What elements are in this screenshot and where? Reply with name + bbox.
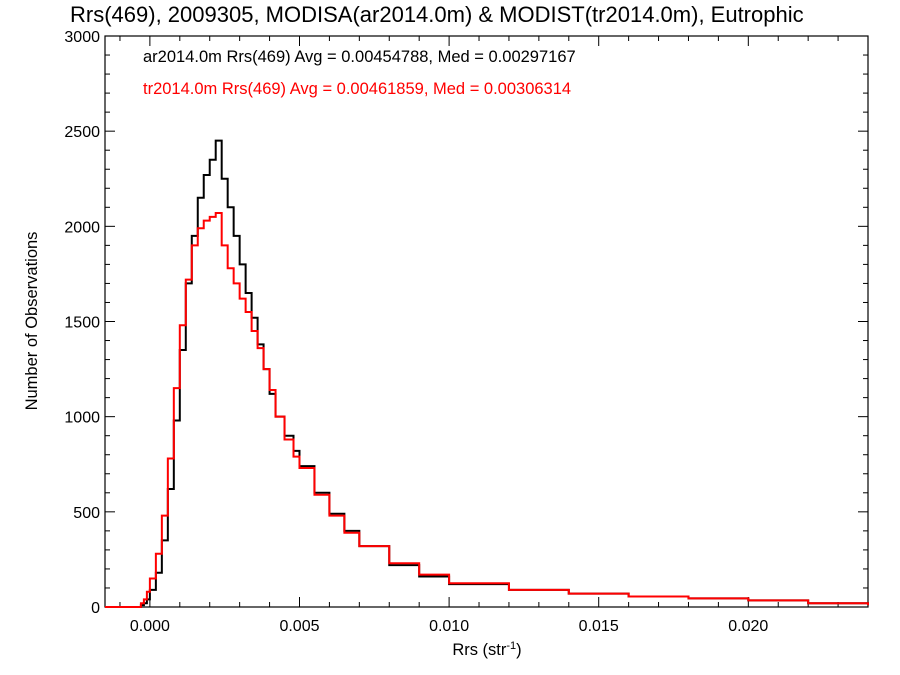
y-tick-label: 0: [91, 600, 100, 617]
legend-entry-tr2014: tr2014.0m Rrs(469) Avg = 0.00461859, Med…: [143, 80, 571, 98]
x-tick-label: 0.000: [130, 618, 170, 635]
y-tick-label: 1500: [64, 315, 100, 332]
x-axis-title-main: Rrs (str: [452, 641, 507, 659]
y-tick-label: 2000: [64, 219, 100, 236]
plot-frame: [104, 35, 869, 608]
x-tick-label: 0.010: [429, 618, 469, 635]
x-tick-label: 0.020: [728, 618, 768, 635]
series-layer: [104, 139, 869, 608]
series-line-ar2014: [105, 139, 869, 608]
y-axis-title: Number of Observations: [23, 232, 41, 411]
chart-title: Rrs(469), 2009305, MODISA(ar2014.0m) & M…: [70, 2, 804, 27]
x-tick-label: 0.015: [579, 618, 619, 635]
legend: ar2014.0m Rrs(469) Avg = 0.00454788, Med…: [143, 48, 576, 98]
y-tick-label: 2500: [64, 124, 100, 141]
series-line-tr2014: [105, 212, 869, 608]
x-axis-title: Rrs (str-1): [452, 640, 521, 659]
y-tick-label: 1000: [64, 410, 100, 427]
legend-entry-ar2014: ar2014.0m Rrs(469) Avg = 0.00454788, Med…: [143, 48, 576, 66]
x-tick-label: 0.005: [279, 618, 319, 635]
y-tick-label: 3000: [64, 29, 100, 46]
y-tick-label: 500: [73, 505, 100, 522]
axes: 0.000 0.005 0.010 0.015 0.020 0 500 1000 1500 200…: [64, 29, 869, 635]
x-axis-title-close: ): [516, 641, 522, 659]
x-axis-title-sup: -1: [506, 640, 516, 652]
